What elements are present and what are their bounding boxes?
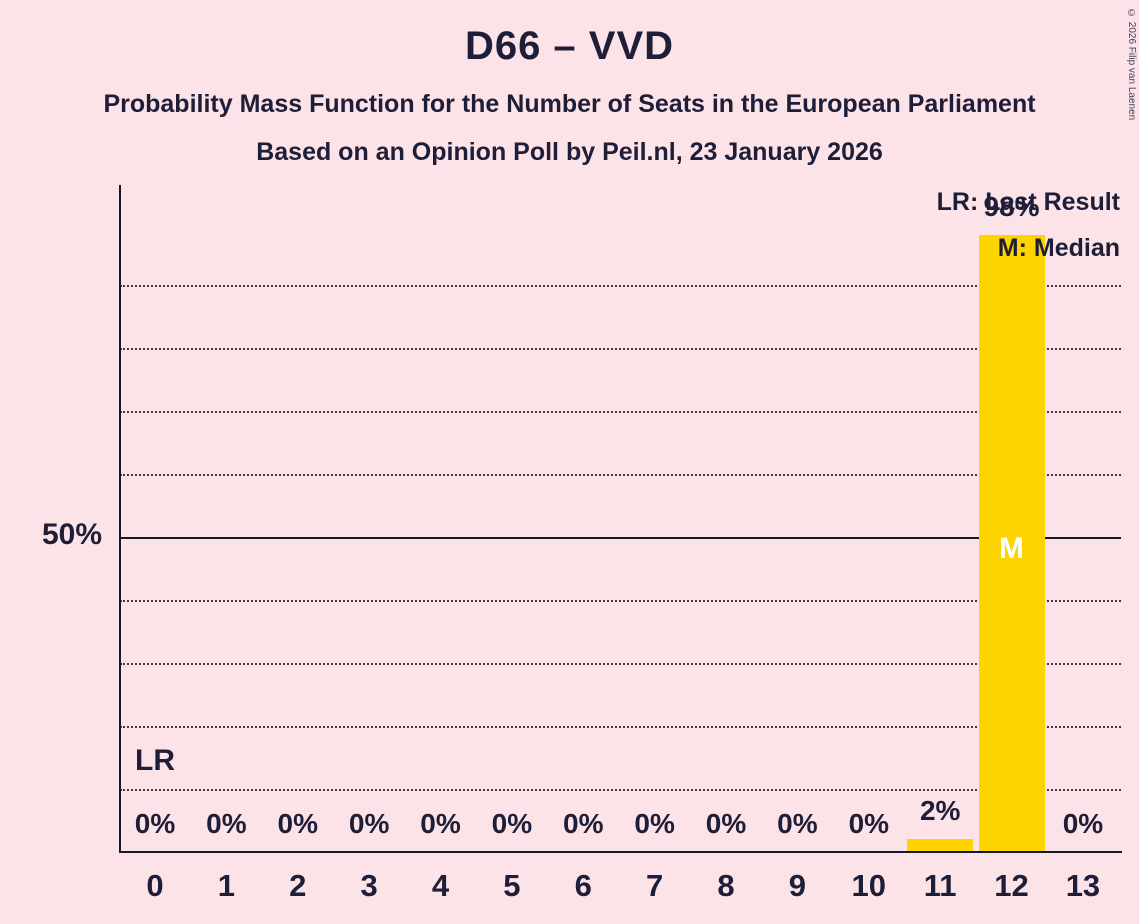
value-label-seat-2: 0% [277,808,318,839]
bar-seat-12 [978,234,1045,852]
value-label-seat-12: 98% [983,190,1040,222]
x-tick-seat-6: 6 [574,868,592,903]
value-label-seat-11: 2% [919,795,961,827]
gridline-60pct [120,474,1121,476]
gridline-80pct [120,348,1121,350]
gridline-70pct [120,411,1121,413]
x-tick-seat-3: 3 [360,868,378,903]
bar-seat-11 [907,839,974,852]
value-label-seat-1: 0% [206,808,247,839]
x-tick-seat-5: 5 [503,868,521,903]
x-tick-seat-9: 9 [788,868,807,903]
y-axis-line [119,185,121,853]
x-axis-line [119,851,1122,853]
gridline-30pct [120,663,1121,665]
gridline-50pct-solid [120,537,1121,539]
x-tick-seat-13: 13 [1065,868,1101,903]
value-label-seat-6: 0% [563,808,604,839]
value-label-seat-13: 0% [1062,808,1104,839]
chart-subtitle: Probability Mass Function for the Number… [103,90,1036,118]
value-label-seat-4: 0% [420,808,461,839]
y-axis-50pct-label: 50% [41,518,102,551]
gridline-40pct [120,600,1121,602]
legend-median: M: Median [997,234,1120,262]
gridline-20pct [120,726,1121,728]
value-label-seat-7: 0% [634,808,675,839]
legend-last-result: LR: Last Result [936,188,1120,216]
x-tick-seat-8: 8 [717,868,735,903]
x-tick-seat-10: 10 [851,868,887,903]
chart-poll-source: Based on an Opinion Poll by Peil.nl, 23 … [256,138,883,166]
value-label-seat-8: 0% [705,808,747,839]
x-tick-seat-2: 2 [289,868,307,903]
x-tick-seat-7: 7 [646,868,664,903]
last-result-marker: LR [135,744,175,777]
x-tick-seat-12: 12 [994,868,1029,903]
gridline-10pct [120,789,1121,791]
copyright-notice: © 2026 Filip van Laenen [1126,8,1137,121]
gridline-90pct [120,285,1121,287]
value-label-seat-3: 0% [348,808,390,839]
value-label-seat-9: 0% [777,808,818,839]
x-tick-seat-0: 0 [146,868,164,903]
value-label-seat-0: 0% [134,808,176,839]
x-tick-seat-11: 11 [923,868,957,903]
value-label-seat-5: 0% [491,808,533,839]
median-marker: M [999,532,1025,565]
value-label-seat-10: 0% [848,808,890,839]
chart-title: D66 – VVD [464,24,675,68]
x-tick-seat-4: 4 [431,868,450,903]
x-tick-seat-1: 1 [217,868,235,903]
